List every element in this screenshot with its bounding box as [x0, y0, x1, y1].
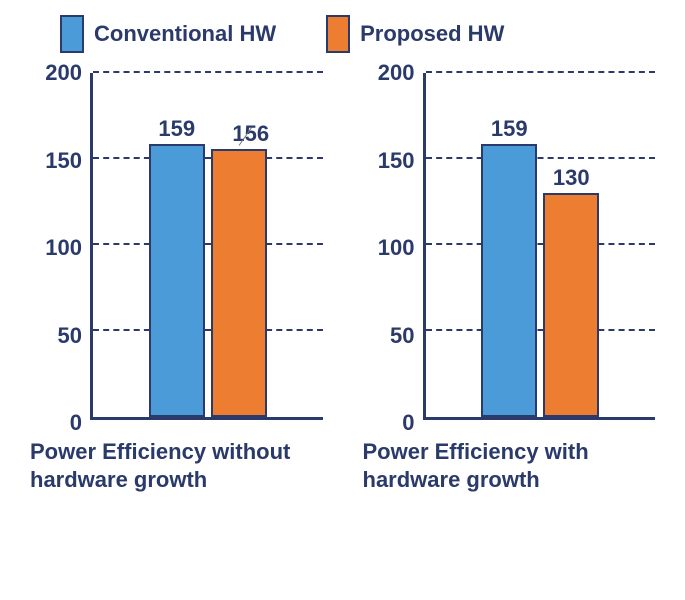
chart-panel-1: 050100150200159130Power Efficiency with … — [363, 73, 656, 493]
legend: Conventional HW Proposed HW — [20, 10, 665, 73]
y-tick-label: 50 — [363, 323, 415, 349]
y-tick-label: 100 — [30, 235, 82, 261]
y-tick-label: 50 — [30, 323, 82, 349]
y-tick-label: 150 — [363, 148, 415, 174]
bar-0-1: 156 — [211, 149, 267, 417]
y-axis-1: 050100150200 — [363, 73, 423, 423]
charts-row: 050100150200159156Power Efficiency witho… — [20, 73, 665, 493]
y-tick-label: 0 — [30, 410, 82, 436]
chart-area-0: 050100150200159156 — [30, 73, 323, 423]
y-tick-label: 100 — [363, 235, 415, 261]
y-axis-0: 050100150200 — [30, 73, 90, 423]
y-tick-label: 200 — [363, 60, 415, 86]
legend-swatch-0 — [60, 15, 84, 53]
bar-value-label: 156 — [232, 121, 269, 147]
bar-0-0: 159 — [149, 144, 205, 417]
chart-caption-0: Power Efficiency without hardware growth — [30, 438, 323, 493]
bar-1-0: 159 — [481, 144, 537, 417]
legend-label-1: Proposed HW — [360, 21, 504, 47]
y-tick-label: 150 — [30, 148, 82, 174]
bars-0: 159156 — [93, 73, 323, 417]
bars-1: 159130 — [426, 73, 656, 417]
y-tick-label: 200 — [30, 60, 82, 86]
legend-swatch-1 — [326, 15, 350, 53]
bar-value-label: 130 — [553, 165, 590, 191]
legend-item-1: Proposed HW — [326, 15, 504, 53]
bar-1-1: 130 — [543, 193, 599, 417]
legend-item-0: Conventional HW — [60, 15, 276, 53]
y-tick-label: 0 — [363, 410, 415, 436]
bar-value-label: 159 — [158, 116, 195, 142]
legend-label-0: Conventional HW — [94, 21, 276, 47]
chart-area-1: 050100150200159130 — [363, 73, 656, 423]
bar-value-label: 159 — [491, 116, 528, 142]
chart-panel-0: 050100150200159156Power Efficiency witho… — [30, 73, 323, 493]
plot-1: 159130 — [423, 73, 656, 420]
chart-caption-1: Power Efficiency with hardware growth — [363, 438, 656, 493]
plot-0: 159156 — [90, 73, 323, 420]
